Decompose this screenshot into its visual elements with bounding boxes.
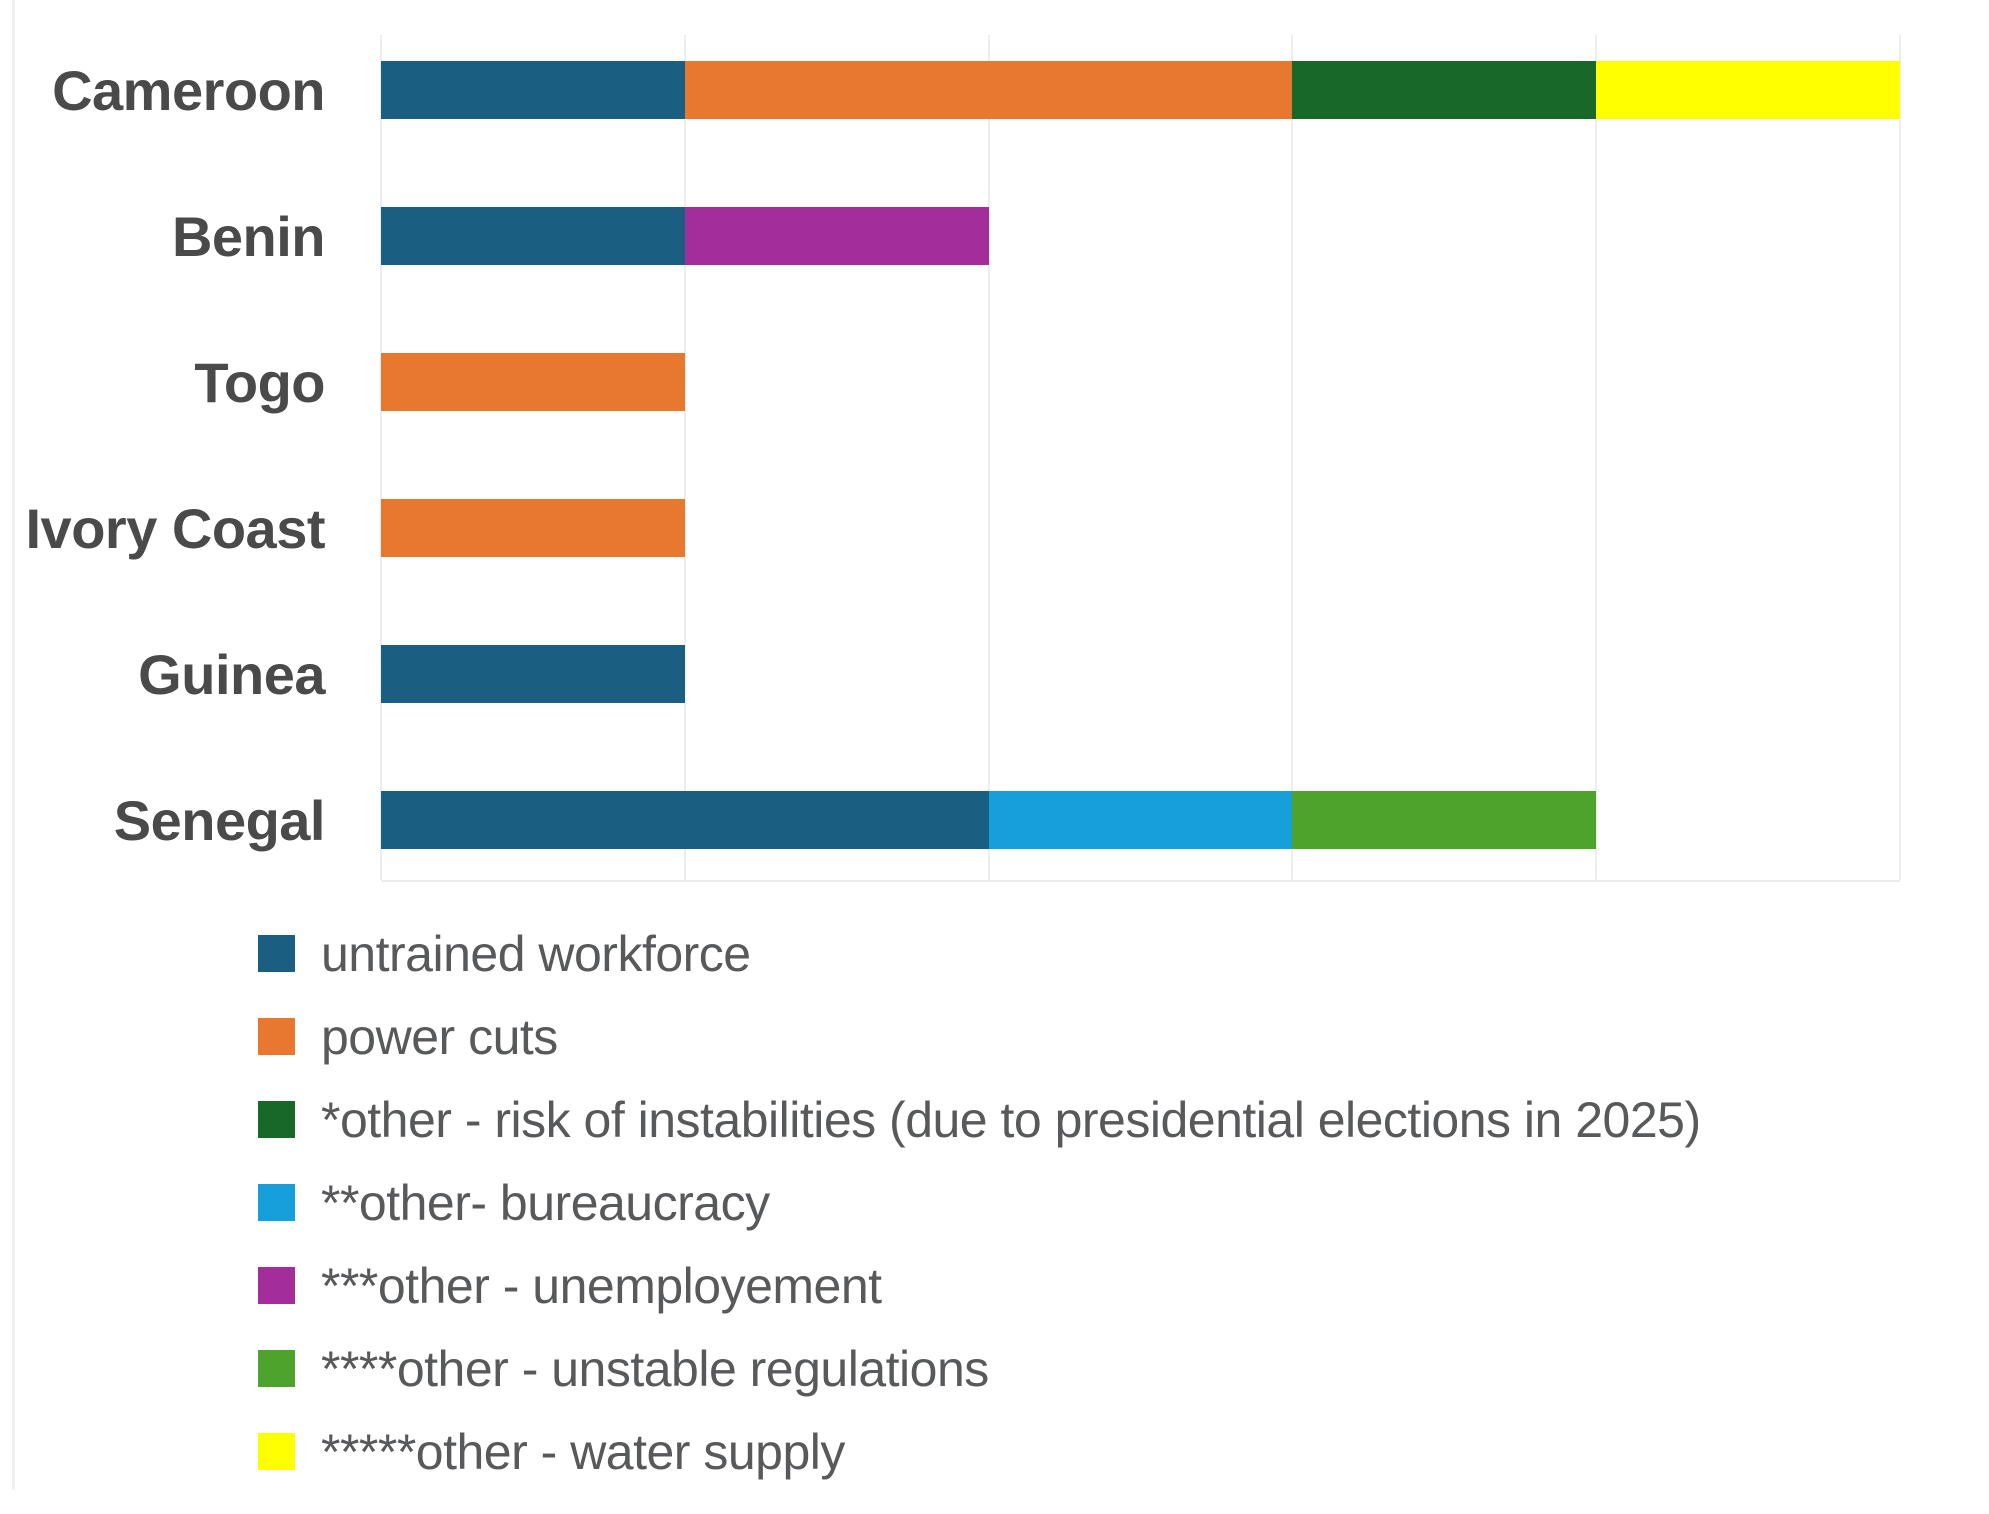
bar-segment bbox=[1292, 61, 1597, 119]
bar-segment bbox=[684, 61, 1293, 119]
bar-row-ivory-coast bbox=[381, 499, 685, 557]
bar-row-cameroon bbox=[381, 61, 1900, 119]
legend-item: power cuts bbox=[258, 995, 1701, 1078]
legend-label: ****other - unstable regulations bbox=[321, 1340, 989, 1397]
legend-swatch-icon bbox=[258, 1433, 295, 1470]
bar-segment bbox=[381, 353, 685, 411]
legend-swatch-icon bbox=[258, 1018, 295, 1055]
bar-segment bbox=[381, 645, 685, 703]
legend-label: power cuts bbox=[321, 1008, 558, 1065]
legend-swatch-icon bbox=[258, 1350, 295, 1387]
legend-swatch-icon bbox=[258, 1101, 295, 1138]
bar-row-benin bbox=[381, 207, 989, 265]
legend-item: untrained workforce bbox=[258, 912, 1701, 995]
category-label-togo: Togo bbox=[194, 350, 325, 414]
legend-swatch-icon bbox=[258, 935, 295, 972]
bar-segment bbox=[988, 791, 1293, 849]
bar-segment bbox=[1596, 61, 1900, 119]
chart-left-border bbox=[12, 0, 15, 1490]
legend-label: ***other - unemployement bbox=[321, 1257, 882, 1314]
legend-label: untrained workforce bbox=[321, 925, 751, 982]
legend-label: *other - risk of instabilities (due to p… bbox=[321, 1091, 1701, 1148]
legend-swatch-icon bbox=[258, 1267, 295, 1304]
bar-row-senegal bbox=[381, 791, 1597, 849]
legend-item: **other- bureaucracy bbox=[258, 1161, 1701, 1244]
bar-segment bbox=[381, 791, 989, 849]
legend: untrained workforce power cuts *other - ri… bbox=[258, 912, 1701, 1493]
gridline-x4 bbox=[1595, 35, 1598, 880]
category-label-guinea: Guinea bbox=[138, 642, 325, 706]
gridline-x5 bbox=[1899, 35, 1901, 880]
category-label-cameroon: Cameroon bbox=[52, 58, 325, 122]
legend-swatch-icon bbox=[258, 1184, 295, 1221]
bar-row-togo bbox=[381, 353, 685, 411]
category-label-senegal: Senegal bbox=[113, 788, 326, 852]
gridline-x1 bbox=[683, 35, 686, 880]
category-label-ivory-coast: Ivory Coast bbox=[25, 496, 326, 560]
legend-item: *****other - water supply bbox=[258, 1410, 1701, 1493]
bar-row-guinea bbox=[381, 645, 685, 703]
gridline-x0 bbox=[380, 35, 382, 880]
bar-segment bbox=[381, 207, 685, 265]
gridline-x2 bbox=[987, 35, 990, 880]
legend-label: *****other - water supply bbox=[321, 1423, 845, 1480]
legend-label: **other- bureaucracy bbox=[321, 1174, 770, 1231]
plot-area bbox=[380, 35, 1901, 882]
bar-segment bbox=[1292, 791, 1597, 849]
bar-segment bbox=[381, 499, 685, 557]
gridline-x3 bbox=[1291, 35, 1294, 880]
legend-item: *other - risk of instabilities (due to p… bbox=[258, 1078, 1701, 1161]
bar-segment bbox=[684, 207, 989, 265]
legend-item: ***other - unemployement bbox=[258, 1244, 1701, 1327]
category-axis-labels: Cameroon Benin Togo Ivory Coast Guinea Senega… bbox=[0, 35, 326, 880]
legend-item: ****other - unstable regulations bbox=[258, 1327, 1701, 1410]
bar-segment bbox=[381, 61, 685, 119]
category-label-benin: Benin bbox=[171, 204, 326, 268]
